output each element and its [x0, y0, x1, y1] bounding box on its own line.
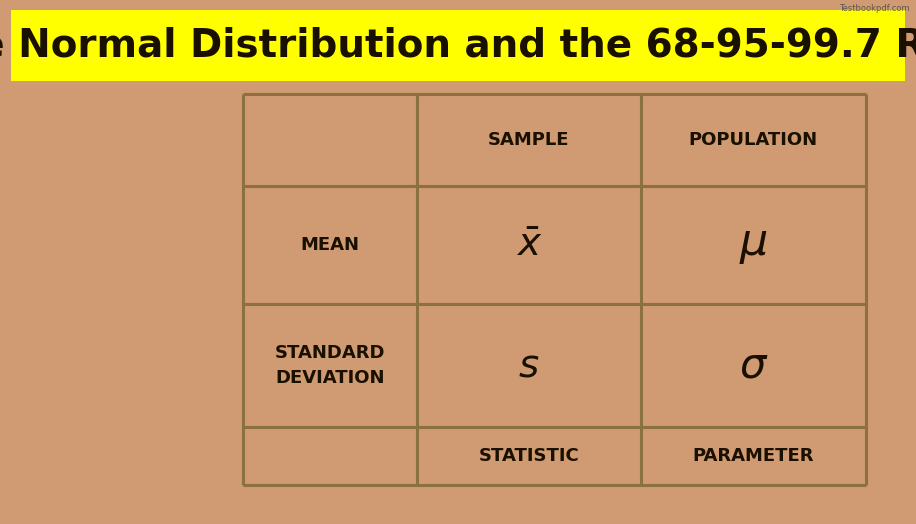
Text: POPULATION: POPULATION: [689, 131, 818, 149]
Text: STATISTIC: STATISTIC: [479, 447, 579, 465]
Text: PARAMETER: PARAMETER: [692, 447, 814, 465]
Text: Testbookpdf.com: Testbookpdf.com: [839, 4, 910, 13]
Text: STANDARD
DEVIATION: STANDARD DEVIATION: [275, 344, 385, 387]
Text: The Normal Distribution and the 68-95-99.7 Rule: The Normal Distribution and the 68-95-99…: [0, 27, 916, 65]
Text: $s$: $s$: [518, 346, 540, 385]
Text: $\sigma$: $\sigma$: [738, 344, 769, 387]
Text: $\mu$: $\mu$: [739, 223, 768, 267]
Text: MEAN: MEAN: [300, 236, 359, 254]
Bar: [11, 10, 905, 81]
Text: $\bar{x}$: $\bar{x}$: [516, 226, 542, 264]
Text: SAMPLE: SAMPLE: [488, 131, 570, 149]
